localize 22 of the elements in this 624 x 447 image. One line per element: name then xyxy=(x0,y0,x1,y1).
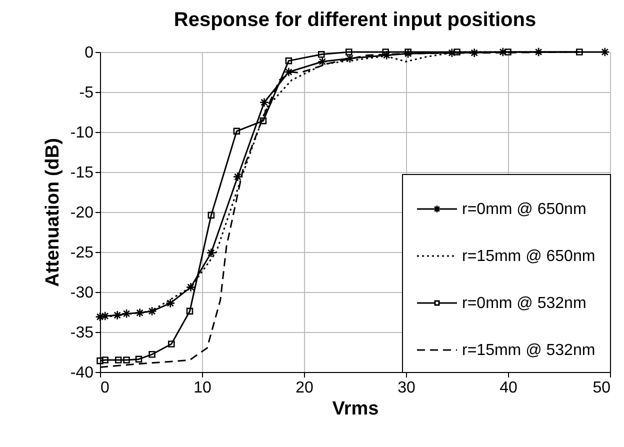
y-tick-label: -10 xyxy=(70,124,94,142)
x-tick-label: 50 xyxy=(592,380,611,396)
x-tick-label: 0 xyxy=(100,380,110,396)
y-tick-label: -25 xyxy=(70,244,94,262)
y-tick-label: -15 xyxy=(70,164,94,182)
x-tick-label: 30 xyxy=(398,380,416,396)
y-tick-label: -35 xyxy=(70,324,94,342)
y-axis-title: Attenuation (dB) xyxy=(42,138,64,287)
x-tick-label: 20 xyxy=(296,380,314,396)
x-axis-title: Vrms xyxy=(332,398,379,420)
x-tick-label: 10 xyxy=(194,380,212,396)
legend-label: r=15mm @ 532nm xyxy=(462,342,596,359)
y-tick-label: -40 xyxy=(70,364,94,382)
legend-label: r=0mm @ 532nm xyxy=(462,295,586,312)
y-tick-label: -5 xyxy=(79,84,94,102)
x-tick-label: 40 xyxy=(500,380,518,396)
chart-title: Response for different input positions xyxy=(174,9,536,31)
y-tick-label: -20 xyxy=(70,204,94,222)
y-tick-label: -30 xyxy=(70,284,94,302)
legend-label: r=15mm @ 650nm xyxy=(462,248,596,265)
y-tick-label: 0 xyxy=(84,44,94,62)
legend-label: r=0mm @ 650nm xyxy=(462,201,586,218)
